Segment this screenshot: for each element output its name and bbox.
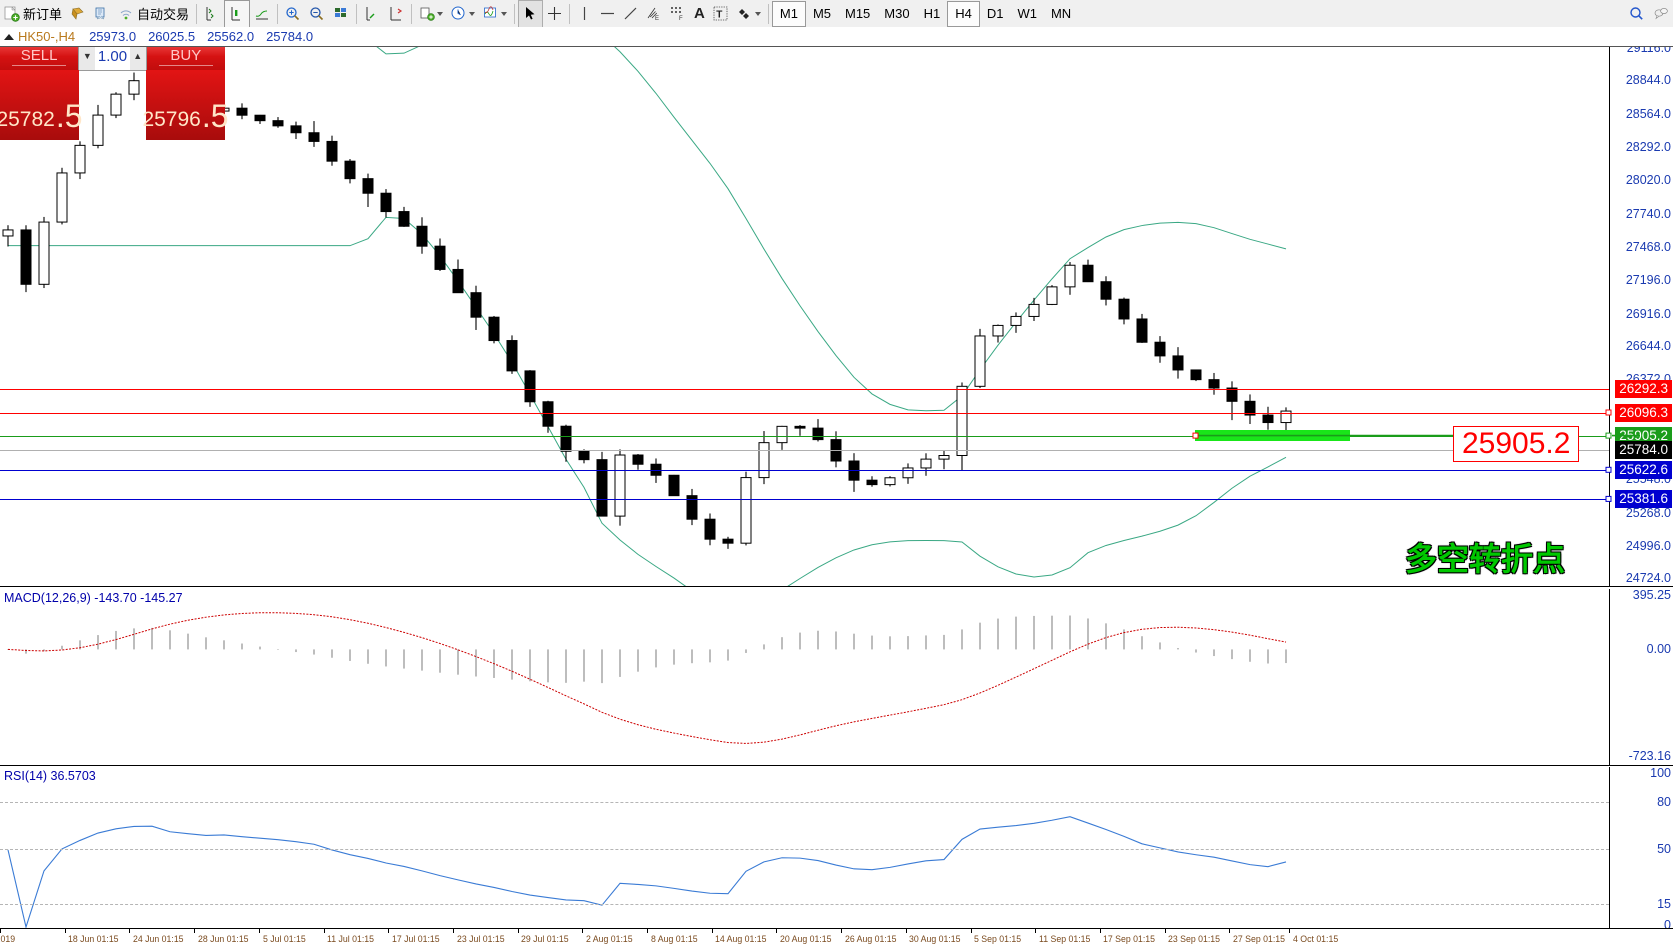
svg-text:E: E: [655, 16, 659, 22]
svg-text:T: T: [716, 9, 722, 20]
svg-text:F: F: [679, 16, 683, 22]
